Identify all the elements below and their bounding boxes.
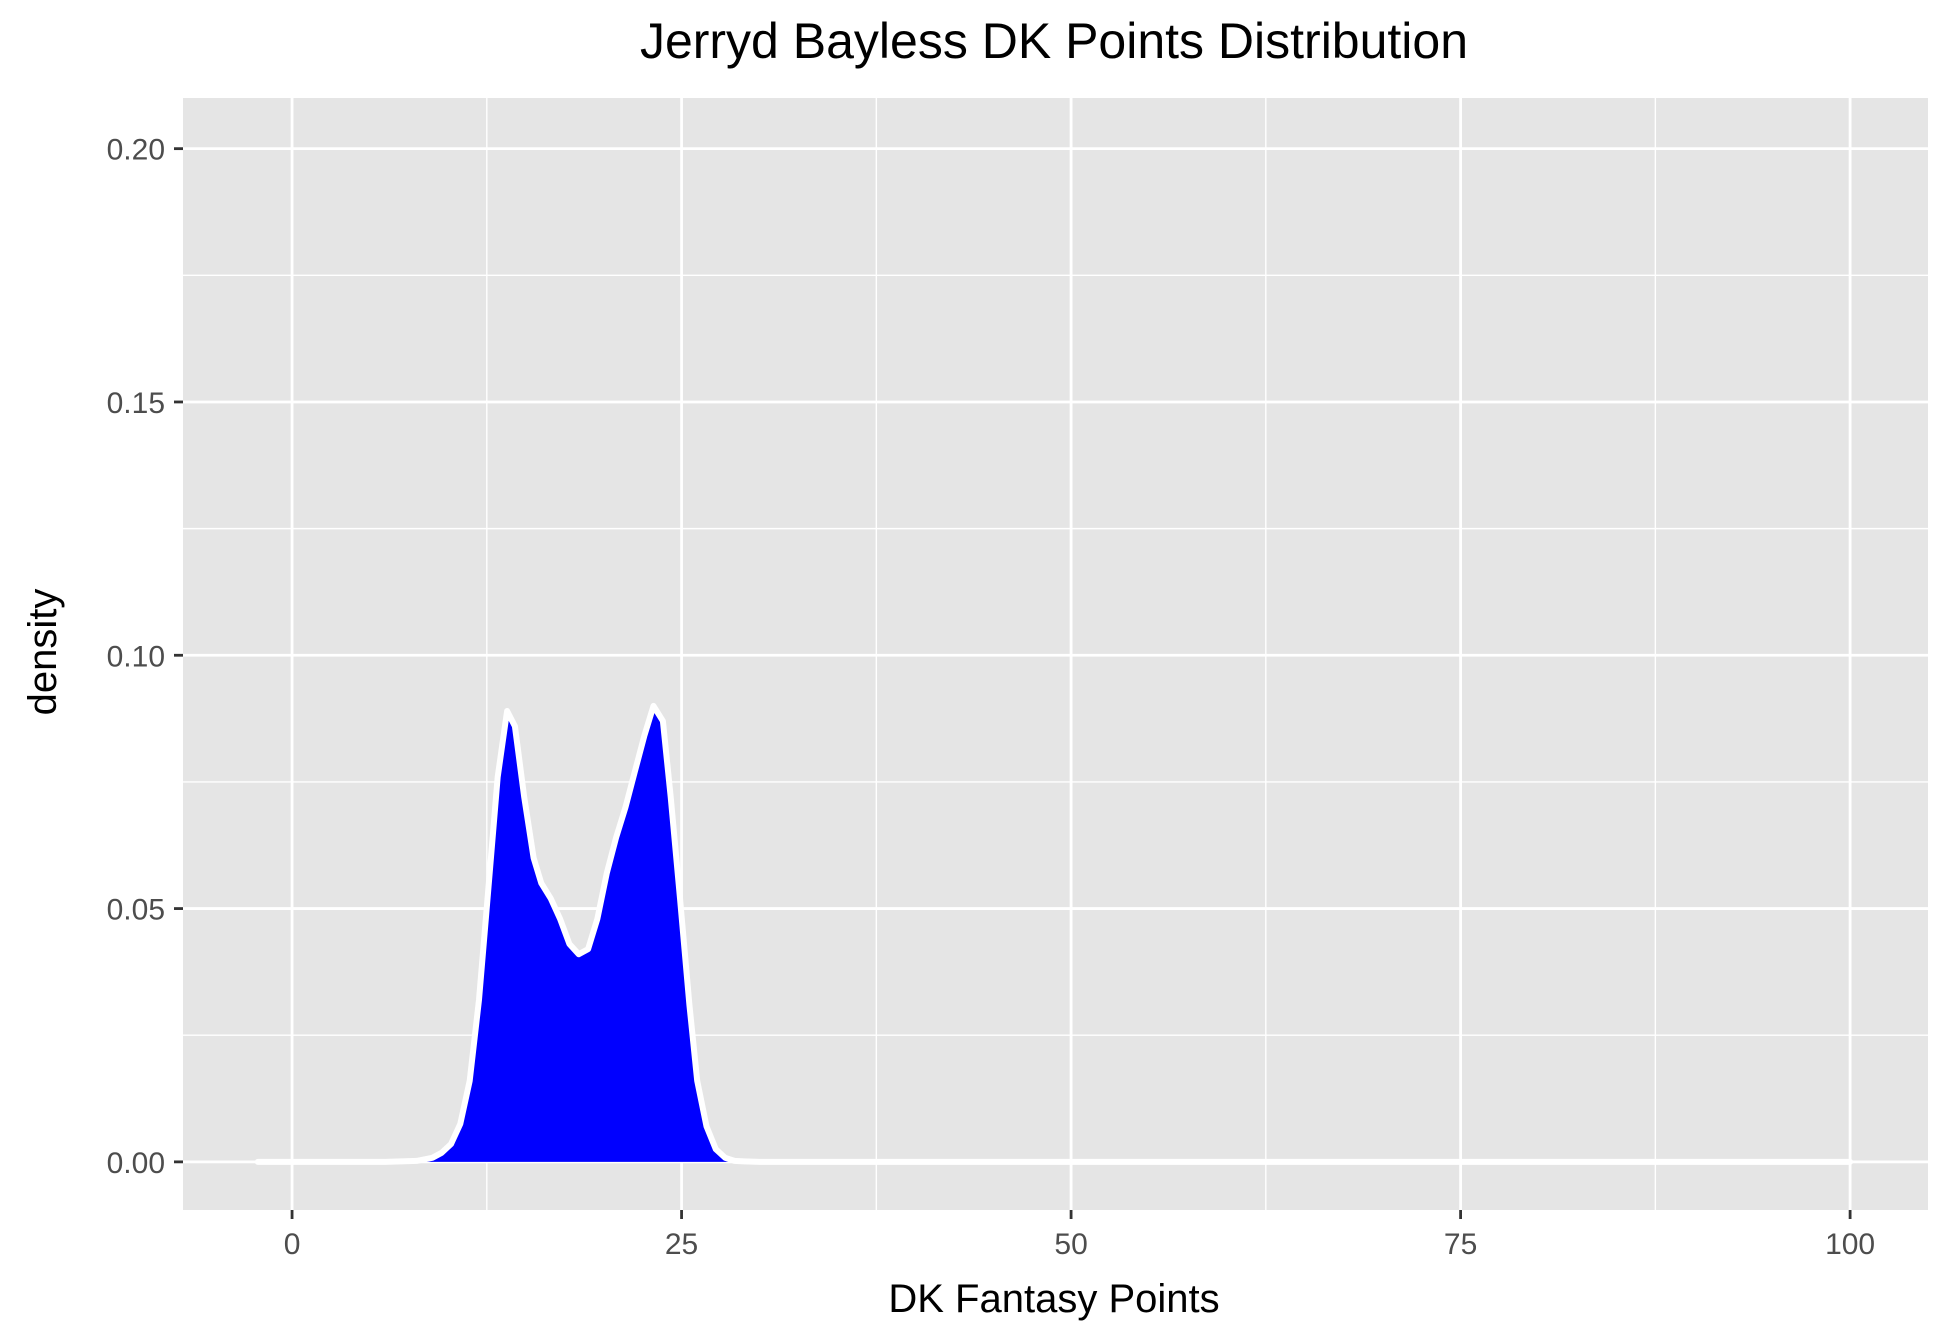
x-axis: 0 25 50 75 100 bbox=[284, 1210, 1875, 1261]
y-tick-label: 0.00 bbox=[107, 1147, 165, 1180]
x-tick-label: 0 bbox=[284, 1228, 301, 1261]
y-tick-label: 0.20 bbox=[107, 134, 165, 167]
x-tick-label: 75 bbox=[1444, 1228, 1477, 1261]
y-tick-label: 0.05 bbox=[107, 894, 165, 927]
y-tick-label: 0.15 bbox=[107, 387, 165, 420]
chart-title: Jerryd Bayless DK Points Distribution bbox=[640, 13, 1468, 69]
x-tick-label: 100 bbox=[1825, 1228, 1875, 1261]
density-series bbox=[254, 702, 1854, 1165]
density-line bbox=[254, 702, 1854, 1165]
density-area bbox=[257, 705, 1851, 1162]
x-tick-label: 25 bbox=[665, 1228, 698, 1261]
y-axis-title: density bbox=[21, 589, 65, 716]
y-tick-label: 0.10 bbox=[107, 640, 165, 673]
x-axis-title: DK Fantasy Points bbox=[888, 1277, 1219, 1321]
x-tick-label: 50 bbox=[1054, 1228, 1087, 1261]
y-axis: 0.00 0.05 0.10 0.15 0.20 bbox=[107, 134, 183, 1180]
major-gridlines bbox=[183, 98, 1928, 1210]
